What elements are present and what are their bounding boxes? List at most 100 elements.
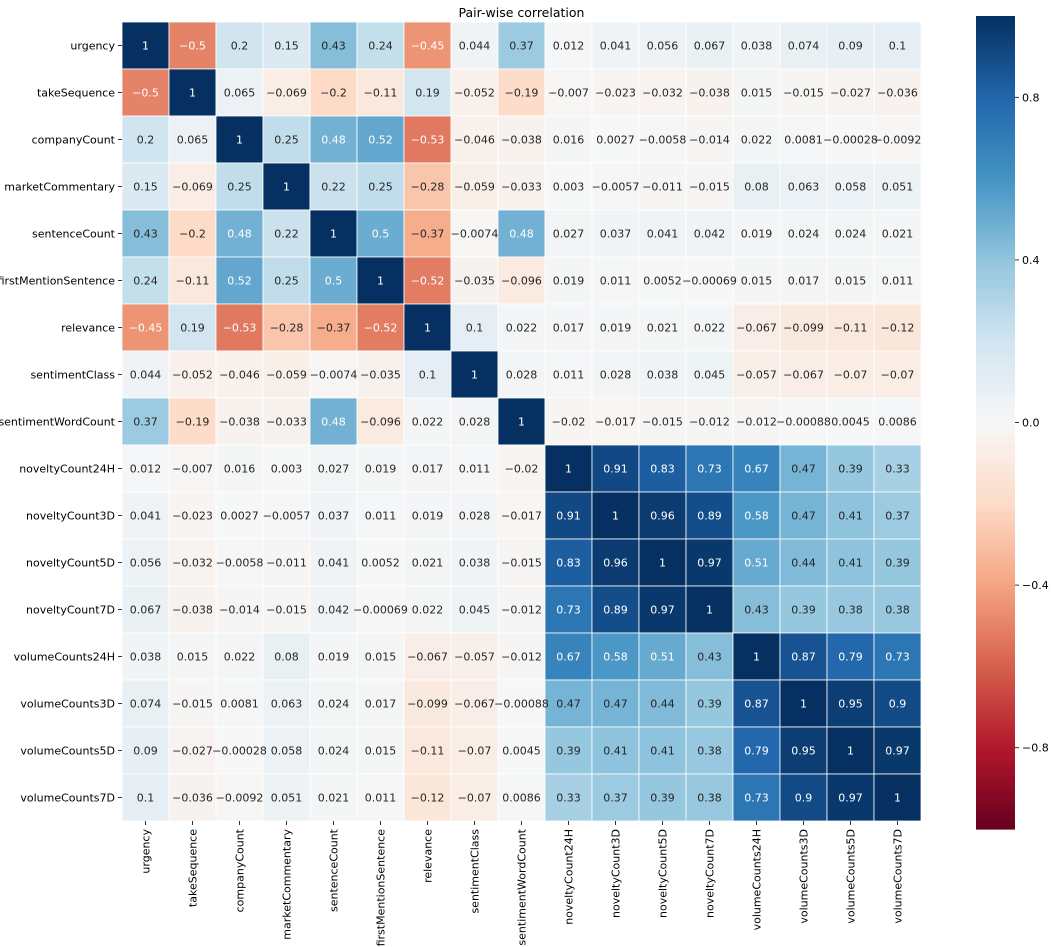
cell-value-label: −0.0074 <box>451 228 499 241</box>
colorbar-segment <box>976 381 1015 387</box>
heatmap-cell-volumeCounts24H-takeSequence <box>168 632 217 681</box>
colorbar-segment <box>976 243 1015 249</box>
heatmap-cell-noveltyCount24H-urgency <box>121 444 170 493</box>
colorbar-segment <box>976 333 1015 338</box>
cell-value-label: 0.019 <box>553 275 585 288</box>
cell-value-label: 0.051 <box>271 792 303 805</box>
cell-value-label: 0.015 <box>741 275 773 288</box>
colorbar-segment <box>976 312 1015 318</box>
colorbar-segment <box>976 406 1015 411</box>
x-tick-label-sentimentWordCount: sentimentWordCount <box>516 828 529 945</box>
heatmap-cell-relevance-companyCount <box>215 303 264 352</box>
x-tick-label-relevance: relevance <box>422 829 435 883</box>
heatmap-cell-relevance-takeSequence <box>168 303 217 352</box>
colorbar-segment <box>976 515 1015 521</box>
heatmap-cell-volumeCounts3D-sentimentWordCount <box>497 679 546 728</box>
cell-value-label: 0.022 <box>741 134 773 147</box>
heatmap-cell-sentimentWordCount-sentimentWordCount <box>497 397 546 446</box>
cell-value-label: 0.39 <box>650 792 675 805</box>
heatmap-cell-volumeCounts5D-urgency <box>121 726 170 775</box>
x-tick-label-companyCount: companyCount <box>234 828 247 912</box>
colorbar-segment <box>976 64 1015 70</box>
cell-value-label: 0.38 <box>697 792 722 805</box>
cell-value-label: 0.22 <box>321 181 346 194</box>
heatmap-cell-noveltyCount3D-sentimentWordCount <box>497 491 546 540</box>
y-tick-label-noveltyCount5D: noveltyCount5D <box>26 557 115 570</box>
heatmap-cell-companyCount-sentenceCount <box>309 115 358 164</box>
heatmap-cell-volumeCounts5D-sentenceCount <box>309 726 358 775</box>
colorbar-segment <box>976 109 1015 115</box>
colorbar-segment <box>976 308 1015 314</box>
heatmap-cell-noveltyCount5D-noveltyCount24H <box>544 538 593 587</box>
cell-value-label: −0.011 <box>266 557 307 570</box>
x-tick-label-takeSequence: takeSequence <box>187 829 200 907</box>
cell-value-label: 0.09 <box>838 40 863 53</box>
colorbar-segment <box>976 601 1015 607</box>
colorbar-segment <box>976 751 1015 757</box>
cell-value-label: −0.00088 <box>494 698 549 711</box>
colorbar-segment <box>976 190 1015 196</box>
colorbar-segment <box>976 40 1015 46</box>
cell-value-label: 0.041 <box>318 557 350 570</box>
cell-value-label: 0.73 <box>697 463 722 476</box>
heatmap-cell-volumeCounts24H-firstMentionSentence <box>356 632 405 681</box>
colorbar-segment <box>976 759 1015 765</box>
heatmap-cell-relevance-firstMentionSentence <box>356 303 405 352</box>
colorbar-tick-label: 0.0 <box>1022 417 1040 430</box>
colorbar-segment <box>976 438 1015 444</box>
cell-value-label: 0.5 <box>372 228 390 241</box>
colorbar-segment <box>976 146 1015 151</box>
colorbar-segment <box>976 68 1015 74</box>
colorbar-segment <box>976 820 1015 826</box>
cell-value-label: 0.011 <box>459 463 491 476</box>
cell-value-label: −0.0074 <box>310 369 358 382</box>
colorbar-segment <box>976 609 1015 615</box>
heatmap-cell-noveltyCount7D-marketCommentary <box>262 585 311 634</box>
cell-value-label: 0.47 <box>791 510 816 523</box>
heatmap-cell-noveltyCount5D-firstMentionSentence <box>356 538 405 587</box>
colorbar-segment <box>976 48 1015 54</box>
cell-value-label: 0.41 <box>838 557 863 570</box>
colorbar-segment <box>976 434 1015 440</box>
cell-value-label: 0.08 <box>274 651 299 664</box>
heatmap-cell-volumeCounts5D-marketCommentary <box>262 726 311 775</box>
colorbar-segment <box>976 105 1015 111</box>
colorbar-segment <box>976 576 1015 582</box>
heatmap-cell-volumeCounts7D-sentimentClass <box>450 773 499 822</box>
colorbar-segment <box>976 324 1015 330</box>
cell-value-label: 0.43 <box>133 228 158 241</box>
cell-value-label: 0.0081 <box>220 698 259 711</box>
colorbar-segment <box>976 792 1015 798</box>
cell-value-label: 0.022 <box>224 651 256 664</box>
heatmap-cell-sentimentWordCount-relevance <box>403 397 452 446</box>
colorbar-segment <box>976 731 1015 737</box>
heatmap-cell-volumeCounts7D-volumeCounts7D <box>873 773 922 822</box>
heatmap-cell-volumeCounts24H-marketCommentary <box>262 632 311 681</box>
cell-value-label: 0.51 <box>650 651 675 664</box>
heatmap-cell-marketCommentary-volumeCounts5D <box>826 162 875 211</box>
colorbar-segment <box>976 536 1015 541</box>
colorbar-segment <box>976 459 1015 464</box>
colorbar-segment <box>976 690 1015 696</box>
colorbar-segment <box>976 186 1015 192</box>
heatmap-cell-sentenceCount-noveltyCount24H <box>544 209 593 258</box>
heatmap-cell-volumeCounts3D-takeSequence <box>168 679 217 728</box>
colorbar-segment <box>976 605 1015 611</box>
x-tick-label-volumeCounts7D: volumeCounts7D <box>892 829 905 924</box>
cell-value-label: −0.007 <box>548 87 589 100</box>
cell-value-label: −0.038 <box>219 416 260 429</box>
cell-value-label: 0.015 <box>365 745 397 758</box>
heatmap-cell-noveltyCount7D-firstMentionSentence <box>356 585 405 634</box>
heatmap-cell-urgency-firstMentionSentence <box>356 21 405 70</box>
colorbar-segment <box>976 247 1015 253</box>
heatmap-cell-noveltyCount5D-urgency <box>121 538 170 587</box>
cell-value-label: 0.22 <box>274 228 299 241</box>
cell-value-label: 1 <box>612 510 619 523</box>
colorbar-segment <box>976 629 1015 635</box>
colorbar-segment <box>976 16 1015 21</box>
colorbar-segment <box>976 495 1015 501</box>
x-tick-label-noveltyCount5D: noveltyCount5D <box>657 829 670 918</box>
colorbar-segment <box>976 227 1015 233</box>
colorbar-segment <box>976 284 1015 289</box>
cell-value-label: 0.52 <box>368 134 393 147</box>
